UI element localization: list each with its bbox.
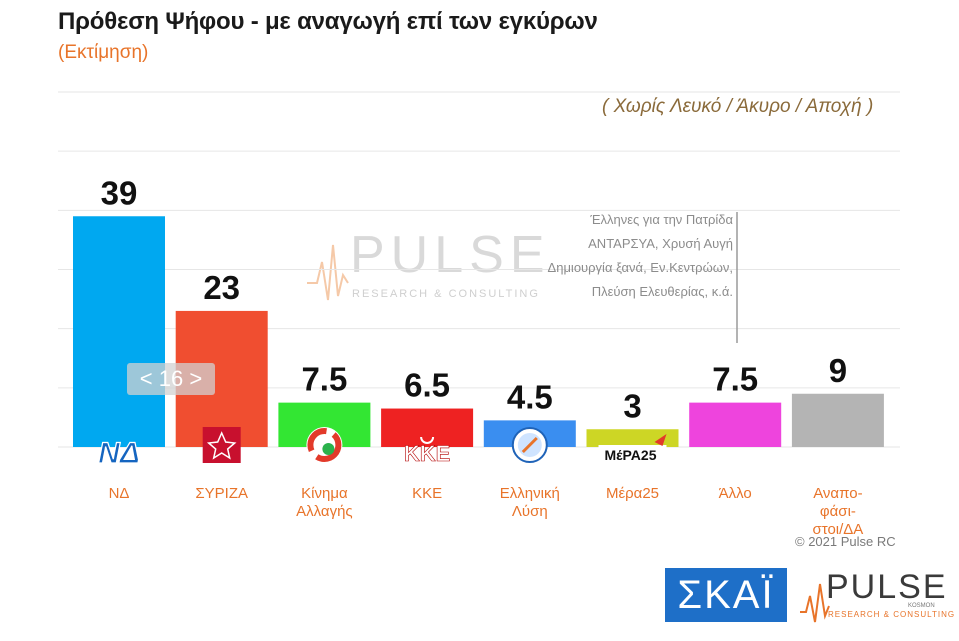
- other-note-line: Πλεύση Ελευθερίας, κ.ά.: [591, 284, 733, 299]
- nd-logo-text: ΝΔ: [98, 437, 140, 470]
- nd-logo-icon: ΝΔ: [97, 436, 140, 470]
- value-label: 3: [623, 387, 641, 424]
- hammer-sickle-icon: [420, 436, 435, 444]
- kinima-logo-icon: [306, 427, 343, 463]
- other-note-line: Έλληνες για την Πατρίδα: [590, 212, 733, 227]
- category-label: Άλλο: [719, 485, 752, 502]
- bar: [381, 408, 474, 447]
- chart-note: ( Χωρίς Λευκό / Άκυρο / Αποχή ): [602, 96, 874, 117]
- value-label: 4.5: [507, 378, 553, 415]
- value-label: 7.5: [301, 361, 347, 398]
- mera25-logo-bg: [598, 445, 667, 464]
- watermark-name: PULSE: [350, 226, 551, 284]
- other-note-line: Δημιουργία ξανά, Εν.Κεντρώων,: [547, 260, 733, 275]
- bar: [791, 393, 884, 447]
- category-label: Μέρα25: [606, 485, 659, 502]
- category-label: ΝΔ: [109, 485, 130, 502]
- category-label: Κίνημα Αλλαγής: [296, 485, 353, 520]
- kke-logo-icon: ΚΚΕ: [404, 436, 451, 466]
- value-label: 39: [101, 174, 138, 211]
- pulse-watermark-icon: [307, 244, 349, 301]
- pulse-logo-icon: [800, 583, 830, 623]
- mera25-logo-text: ΜέΡΑ25: [605, 447, 657, 463]
- category-label: ΣΥΡΙΖΑ: [195, 485, 248, 502]
- value-label: 7.5: [712, 361, 758, 398]
- bar: [586, 429, 679, 447]
- value-label: 6.5: [404, 367, 450, 404]
- kke-logo-text: ΚΚΕ: [404, 441, 450, 466]
- chart-title: Πρόθεση Ψήφου - με αναγωγή επί των εγκύρ…: [58, 8, 598, 35]
- value-label: 9: [829, 352, 847, 389]
- category-label: ΚΚΕ: [412, 485, 442, 502]
- skai-logo: ΣΚΑΪ: [665, 568, 787, 622]
- watermark-tagline: RESEARCH & CONSULTING: [352, 288, 540, 300]
- other-note-line: ΑΝΤΑΡΣΥΑ, Χρυσή Αυγή: [588, 236, 733, 251]
- chart-subtitle: (Εκτίμηση): [58, 42, 149, 63]
- copyright: © 2021 Pulse RC: [795, 534, 896, 549]
- other-parties-note: Έλληνες για την Πατρίδα ΑΝΤΑΡΣΥΑ, Χρυσή …: [548, 208, 733, 304]
- pulse-logo-tagline: RESEARCH & CONSULTING: [828, 610, 956, 619]
- pulse-logo-name: PULSE: [826, 568, 948, 606]
- star-icon: [206, 431, 237, 460]
- category-label: Αναπο-φάσι-στοι/ΔΑ: [812, 485, 863, 538]
- mera25-logo-icon: ΜέΡΑ25: [598, 434, 667, 464]
- pulse-logo: PULSE KOSMON RESEARCH & CONSULTING: [800, 566, 954, 626]
- kinima-logo-ring: [307, 428, 342, 462]
- mera25-logo-arrow: [654, 434, 667, 446]
- bar: [73, 216, 165, 447]
- kinima-logo-dot: [322, 443, 335, 455]
- bar: [689, 402, 782, 447]
- compass-needle: [521, 436, 538, 454]
- compass-icon: [511, 427, 548, 463]
- pulse-logo-kosmon: KOSMON: [908, 603, 935, 609]
- value-label: 23: [203, 269, 240, 306]
- category-label: Ελληνική Λύση: [500, 485, 560, 520]
- page-indicator[interactable]: < 16 >: [127, 363, 215, 395]
- syriza-logo-icon: [202, 427, 241, 463]
